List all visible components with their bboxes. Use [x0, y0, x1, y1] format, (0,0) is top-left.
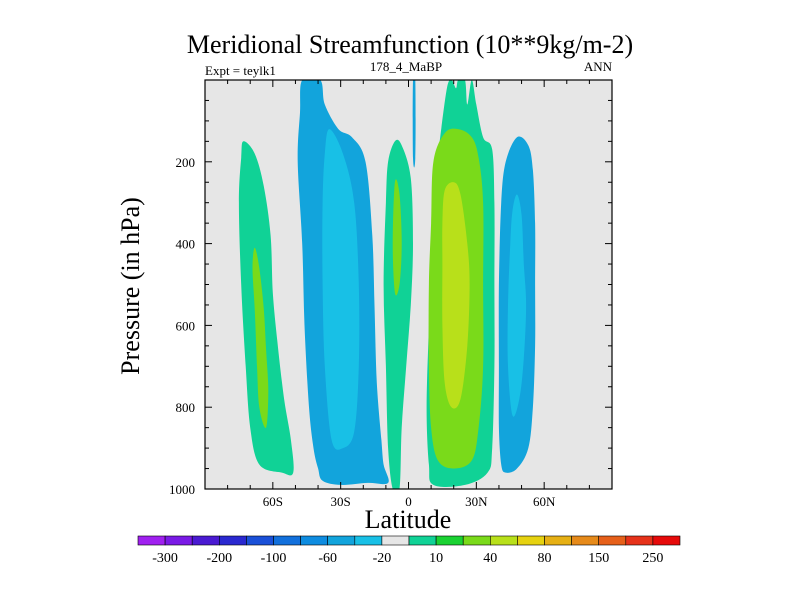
colorbar-label: 40: [483, 551, 497, 566]
y-axis-title: Pressure (in hPa): [116, 197, 145, 375]
colorbar-swatch: [354, 535, 383, 546]
colorbar-label: -100: [261, 551, 287, 566]
right-subtitle: ANN: [584, 59, 613, 74]
colorbar-swatch: [435, 535, 464, 546]
colorbar-swatch: [652, 535, 681, 546]
colorbar-labels: -300 -200 -100 -60 -20 10 40 80 150 250: [152, 551, 663, 566]
colorbar-label: 150: [588, 551, 609, 566]
y-tick-label: 400: [176, 237, 196, 252]
colorbar-label: -20: [373, 551, 392, 566]
colorbar-label: -60: [318, 551, 337, 566]
southern-hadley-core: [322, 129, 360, 450]
colorbar-swatch: [517, 535, 545, 546]
colorbar-label: -300: [152, 551, 178, 566]
left-subtitle: Expt = teylk1: [205, 63, 276, 78]
south-polar-positive-core: [252, 247, 269, 428]
colorbar-label: 250: [642, 551, 663, 566]
colorbar-swatch: [246, 535, 274, 546]
colorbar-swatch: [544, 535, 572, 546]
x-axis-title: Latitude: [365, 505, 452, 534]
contour-cells: [238, 80, 536, 489]
axis-ticks: [205, 80, 612, 489]
colorbar-swatch: [571, 535, 599, 546]
x-tick-label: 30N: [465, 494, 488, 509]
north-polar-negative-core: [507, 194, 527, 417]
x-tick-label: 0: [405, 494, 412, 509]
colorbar: [137, 535, 681, 546]
center-subtitle: 178_4_MaBP: [370, 59, 442, 74]
colorbar-swatch: [381, 535, 410, 546]
x-tick-label: 30S: [331, 494, 351, 509]
x-tick-label: 60S: [263, 494, 283, 509]
y-tick-label: 600: [176, 318, 196, 333]
colorbar-swatch: [408, 535, 437, 546]
x-tick-labels: 60S 30S 0 30N 60N: [263, 494, 556, 509]
y-tick-label: 200: [176, 155, 196, 170]
equatorial-positive-core: [392, 179, 402, 296]
south-polar-positive-cell: [238, 141, 294, 476]
y-tick-labels: 200 400 600 800 1000: [169, 155, 195, 497]
colorbar-swatch: [598, 535, 627, 546]
colorbar-swatch: [191, 535, 220, 546]
colorbar-swatch: [300, 535, 329, 546]
colorbar-label: -200: [206, 551, 232, 566]
equatorial-positive-cell: [383, 139, 413, 489]
chart-title: Meridional Streamfunction (10**9kg/m-2): [187, 30, 633, 59]
x-tick-label: 60N: [533, 494, 556, 509]
colorbar-swatch: [219, 535, 247, 546]
y-tick-label: 1000: [169, 482, 195, 497]
colorbar-swatch: [273, 535, 301, 546]
northern-hadley-max: [442, 182, 470, 409]
colorbar-swatch: [327, 535, 356, 546]
colorbar-swatch: [625, 535, 654, 546]
colorbar-label: 10: [429, 551, 443, 566]
y-tick-label: 800: [176, 400, 196, 415]
colorbar-swatch: [462, 535, 491, 546]
colorbar-swatch: [164, 535, 193, 546]
colorbar-label: 80: [538, 551, 552, 566]
colorbar-swatch: [137, 535, 166, 546]
equatorial-negative-jet: [412, 80, 416, 168]
colorbar-swatch: [489, 535, 518, 546]
